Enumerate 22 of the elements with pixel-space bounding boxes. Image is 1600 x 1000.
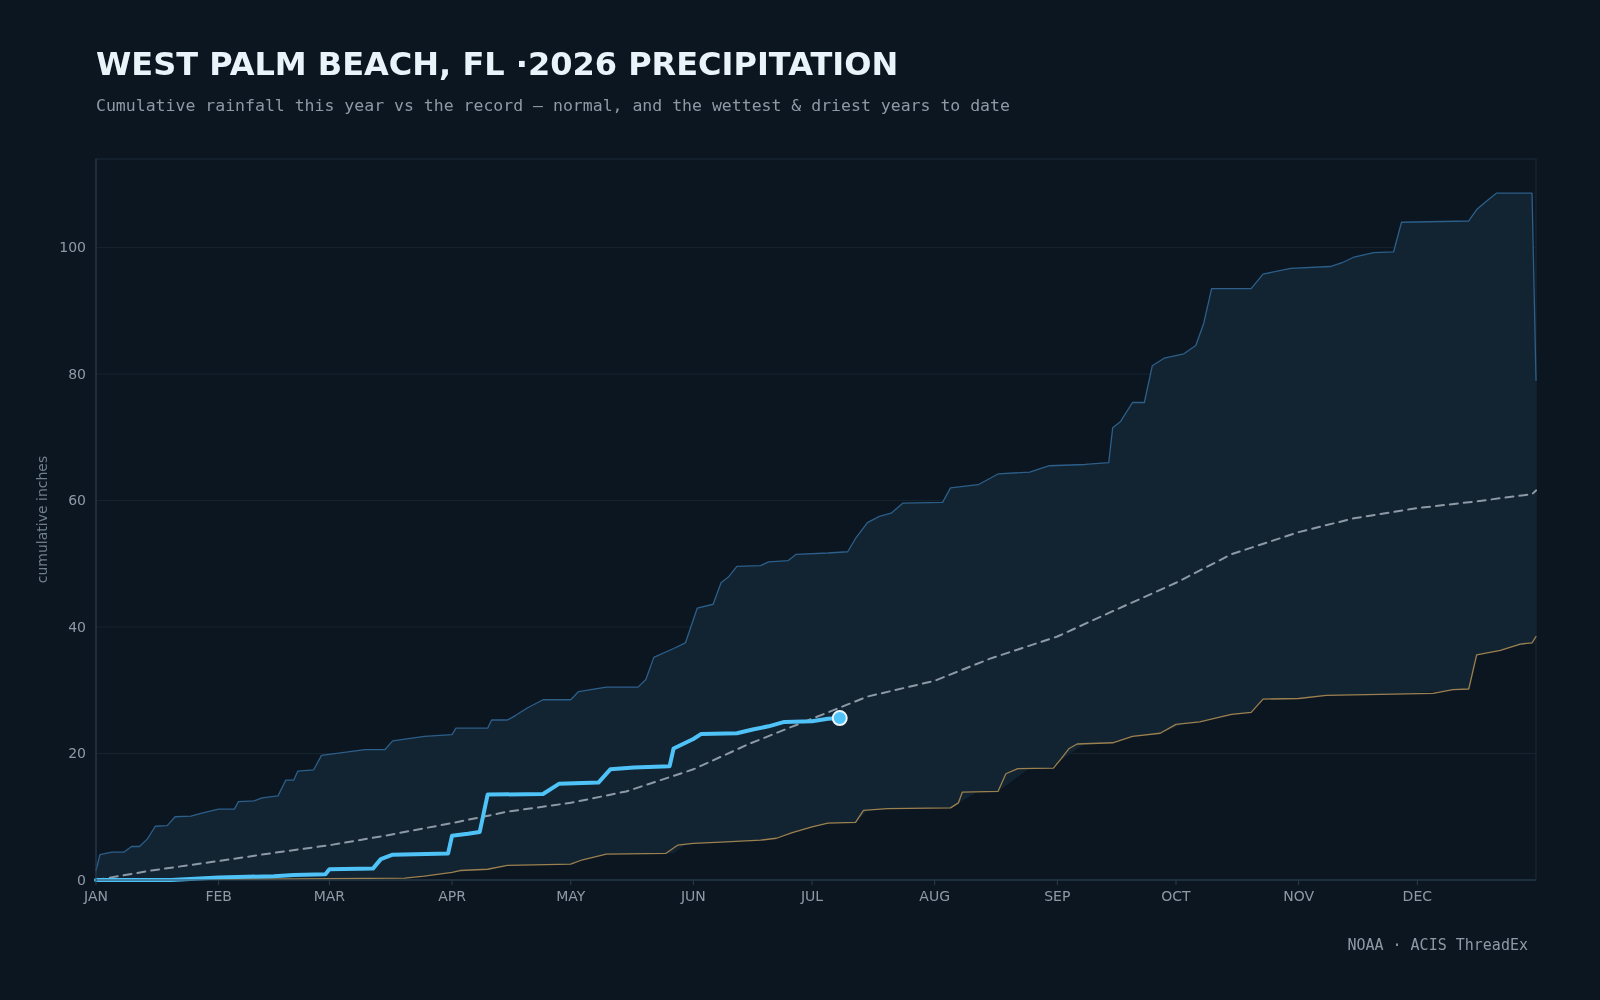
x-tick-label: JAN [83, 888, 108, 904]
x-tick-label: MAY [556, 888, 586, 904]
x-tick-label: APR [438, 888, 467, 904]
y-tick-label: 40 [68, 618, 86, 635]
chart-title: WEST PALM BEACH, FL ·2026 PRECIPITATION [96, 45, 899, 83]
x-tick-label: NOV [1283, 888, 1315, 904]
text: NOAA · ACIS ThreadEx [1347, 936, 1528, 954]
x-tick-label: MAR [313, 888, 346, 904]
x-tick-label: AUG [919, 888, 951, 904]
x-tick-label: DEC [1402, 888, 1433, 904]
x-tick-label: JUL [799, 888, 824, 904]
x-tick-label: JUN [679, 888, 706, 904]
chart-subtitle: Cumulative rainfall this year vs the record — normal, and the wettest & driest years to date [96, 96, 1010, 115]
y-tick-label: 80 [68, 365, 86, 382]
x-tick-label: SEP [1044, 888, 1071, 904]
y-tick-label: 60 [68, 492, 86, 509]
y-tick-label: 100 [59, 239, 86, 256]
y-axis-title: cumulative inches [34, 455, 50, 584]
y-tick-label: 20 [68, 745, 86, 762]
y-tick-label: 0 [77, 871, 86, 888]
x-tick-label: FEB [205, 888, 232, 904]
x-tick-label: OCT [1161, 888, 1192, 904]
